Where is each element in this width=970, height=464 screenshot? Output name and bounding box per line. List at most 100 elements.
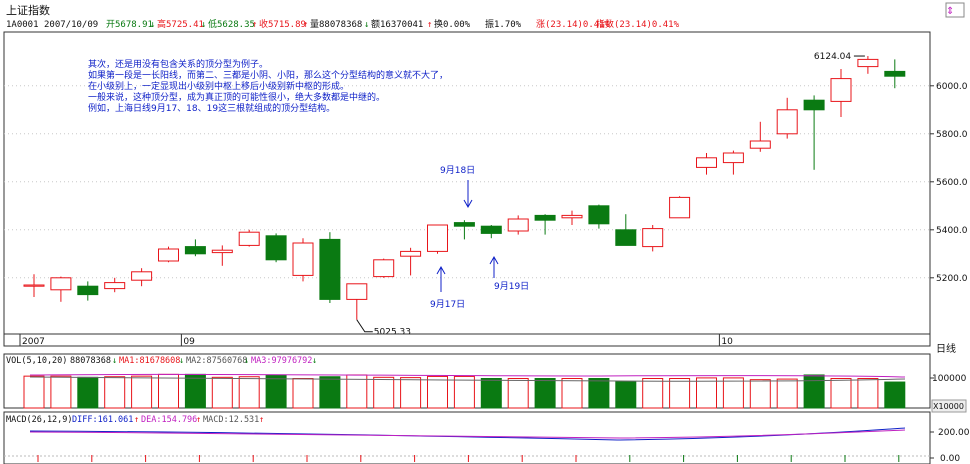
volume-bar — [642, 378, 664, 409]
volume-bar — [400, 377, 422, 409]
candlestick — [131, 268, 153, 287]
quote-change: 涨(23.14)0.41% — [536, 19, 611, 30]
vol-legend-ma3: MA3:97976792 — [251, 356, 312, 366]
candle-body — [615, 229, 637, 246]
candlestick — [319, 232, 341, 303]
macd-axis-label-1: 200.00 — [938, 428, 970, 438]
volume-bar — [50, 375, 72, 409]
candlestick — [830, 69, 852, 117]
quote-high-arrow: ↓ — [201, 20, 206, 30]
candlestick — [669, 196, 691, 219]
trough-leader-line — [356, 319, 373, 333]
quote-amount-arrow: ↑ — [427, 20, 432, 30]
price-axis: 5200.0 5400.0 5600.0 5800.0 6000.0 — [930, 82, 968, 284]
candlestick-series — [23, 56, 906, 320]
candlestick — [884, 59, 906, 89]
unit-button-label: X10000 — [933, 402, 964, 411]
unit-button[interactable] — [931, 399, 967, 413]
volume-bar — [749, 379, 771, 409]
candle-body — [104, 282, 126, 290]
annotation-line-1: 其次，还是用没有包含关系的顶分型为例子。 — [88, 58, 268, 70]
quote-bar: 1A0001 2007/10/09 开5678.91 ↓ 高5725.41 ↓ … — [6, 18, 680, 30]
volume-bar — [884, 381, 906, 409]
period-button[interactable]: 日线 — [936, 342, 956, 355]
volume-bar — [857, 378, 879, 409]
volume-bar — [722, 377, 744, 409]
candlestick — [158, 246, 179, 263]
macd-axis-label-2: 0.00 — [940, 454, 960, 464]
label-sep17: 9月17日 — [430, 299, 465, 310]
quote-low-arrow: ↑ — [252, 20, 257, 30]
candle-body — [803, 99, 825, 111]
volume-bars — [23, 373, 906, 409]
vol-ma3-line — [29, 373, 906, 378]
candlestick — [346, 283, 368, 320]
vol-legend-arrow-3: ↓ — [244, 356, 249, 366]
macd-legend-arrow-2: ↑ — [196, 415, 201, 425]
volume-bar — [588, 378, 610, 409]
macd-legend-arrow-1: ↑ — [134, 415, 139, 425]
window-menu-icon[interactable] — [945, 2, 965, 18]
vol-legend-ma2: MA2:87560768 — [186, 356, 247, 366]
candlestick — [480, 225, 502, 239]
volume-bar — [131, 375, 153, 409]
arrow-sep19-head — [489, 255, 499, 265]
quote-code: 1A0001 — [6, 20, 39, 30]
quote-amplitude: 振1.70% — [485, 18, 522, 30]
vol-legend-ma1: MA1:81678608 — [119, 356, 180, 366]
quote-low: 低5628.35 — [208, 18, 255, 30]
candlestick — [507, 215, 529, 235]
candlestick — [803, 95, 825, 170]
candle-body — [722, 152, 744, 164]
candlestick — [696, 153, 717, 175]
candlestick — [427, 224, 448, 254]
candlestick — [561, 210, 583, 225]
candle-body — [749, 140, 771, 149]
volume-bar — [23, 375, 45, 409]
volume-legend: VOL(5,10,20) 88078368 ↓ MA1:81678608 ↓ M… — [6, 356, 317, 366]
macd-legend-arrow-3: ↑ — [259, 415, 264, 425]
volume-bar — [830, 378, 852, 409]
quote-date: 2007/10/09 — [44, 20, 98, 30]
quote-amount: 额16370041 — [371, 18, 423, 30]
candlestick — [722, 150, 744, 175]
candle-body — [211, 249, 233, 254]
volume-bar — [158, 373, 179, 409]
candle-body — [857, 58, 879, 68]
volume-bar — [669, 378, 691, 409]
candlestick — [265, 233, 287, 263]
candle-body — [346, 283, 368, 300]
candlestick — [615, 214, 637, 246]
date-axis: 2007 09 10 — [19, 334, 733, 347]
candle-body — [669, 196, 691, 219]
volume-bar — [453, 375, 475, 409]
label-sep18: 9月18日 — [440, 165, 475, 176]
macd-histogram — [37, 455, 900, 462]
candle-body — [453, 222, 475, 227]
candlestick — [184, 239, 206, 257]
candlestick — [588, 204, 610, 229]
candle-body — [427, 224, 448, 252]
candlestick — [50, 276, 72, 302]
volume-bar — [427, 375, 448, 409]
annotation-line-5: 例如，上海日线9月17、18、19这三根就组成的顶分型结构。 — [88, 102, 335, 114]
candlestick — [776, 97, 798, 139]
macd-legend-title: MACD(26,12,9) — [6, 415, 73, 425]
macd-legend-macd: MACD:12.531 — [203, 415, 259, 425]
candlestick — [373, 258, 395, 278]
volume-bar — [776, 378, 798, 409]
quote-turnover: 换0.00% — [434, 18, 471, 30]
volume-bar — [534, 378, 556, 409]
arrow-sep17-head — [436, 265, 446, 275]
quote-volume: 量88078368 — [310, 19, 362, 30]
candlestick — [749, 121, 771, 152]
candle-body — [642, 228, 664, 248]
volume-bar — [480, 378, 502, 409]
date-axis-label: 09 — [183, 337, 195, 347]
volume-bar — [104, 376, 126, 409]
candle-body — [77, 285, 99, 296]
volume-bar — [346, 374, 368, 409]
volume-bar — [696, 377, 717, 409]
candle-body — [480, 225, 502, 234]
